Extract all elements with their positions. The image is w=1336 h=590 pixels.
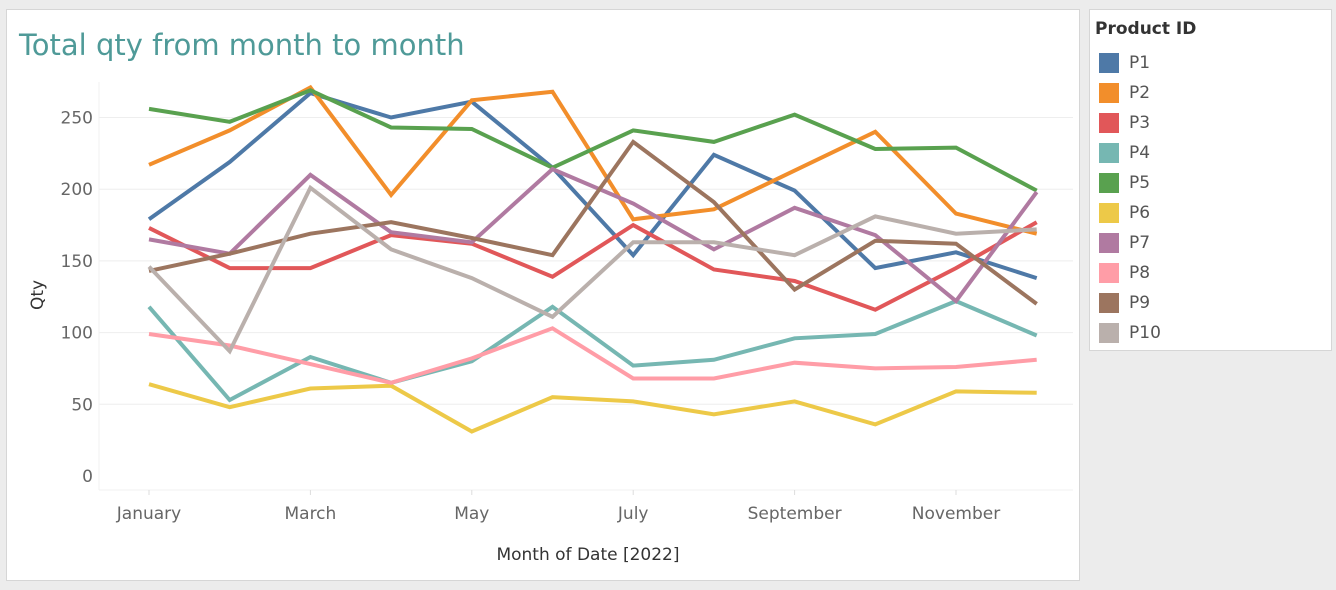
legend-label: P2 [1129, 83, 1151, 103]
y-tick-label: 200 [61, 180, 93, 200]
x-axis-title: Month of Date [2022] [496, 545, 679, 565]
y-tick-label: 150 [61, 252, 93, 272]
legend-swatch [1099, 233, 1119, 253]
series-line-p9[interactable] [148, 139, 1038, 306]
y-tick-label: 250 [61, 109, 93, 129]
legend-swatch [1099, 113, 1119, 133]
series-line-p3[interactable] [148, 220, 1038, 312]
legend-item-p6[interactable]: P6 [1099, 198, 1161, 228]
series-line-p10[interactable] [147, 184, 1037, 355]
legend-swatch [1099, 203, 1119, 223]
y-tick-label: 0 [82, 467, 93, 487]
legend-label: P6 [1129, 203, 1151, 223]
legend-title: Product ID [1095, 19, 1197, 39]
series-line-p5[interactable] [148, 88, 1038, 193]
legend-swatch [1099, 143, 1119, 163]
x-tick-label: November [912, 504, 1000, 524]
y-tick-label: 100 [61, 324, 93, 344]
legend-items: P1 P2 P3 P4 P5 P6 P7 P8 P9 P10 [1099, 48, 1161, 348]
x-tick-label: September [748, 504, 842, 524]
legend-label: P4 [1129, 143, 1151, 163]
legend-label: P10 [1129, 323, 1161, 343]
y-tick-label: 50 [71, 395, 93, 415]
legend-item-p1[interactable]: P1 [1099, 48, 1161, 78]
chart-panel: Total qty from month to month 0 50 100 150 2… [6, 9, 1080, 581]
legend-swatch [1099, 263, 1119, 283]
legend-label: P8 [1129, 263, 1151, 283]
legend-swatch [1099, 83, 1119, 103]
legend-item-p5[interactable]: P5 [1099, 168, 1161, 198]
axis-ticks: 0 50 100 150 200 250 January March May July Septem… [61, 109, 1001, 525]
legend-item-p9[interactable]: P9 [1099, 288, 1161, 318]
legend: Product ID P1 P2 P3 P4 P5 P6 P7 P8 P9 P10 [1089, 9, 1332, 351]
chart-title: Total qty from month to month [19, 28, 465, 62]
legend-label: P3 [1129, 113, 1151, 133]
legend-swatch [1099, 173, 1119, 193]
y-axis-title: Qty [28, 280, 48, 310]
legend-label: P5 [1129, 173, 1151, 193]
series-line-p8[interactable] [148, 326, 1037, 385]
x-tick-label: May [454, 504, 489, 524]
x-tick-label: January [116, 504, 181, 524]
series-line-p1[interactable] [147, 90, 1038, 281]
legend-swatch [1099, 293, 1119, 313]
legend-label: P1 [1129, 53, 1151, 73]
x-tick-label: July [617, 504, 649, 524]
series-line-p6[interactable] [148, 382, 1037, 434]
legend-item-p7[interactable]: P7 [1099, 228, 1161, 258]
legend-label: P9 [1129, 293, 1151, 313]
legend-item-p10[interactable]: P10 [1099, 318, 1161, 348]
legend-swatch [1099, 323, 1119, 343]
legend-item-p3[interactable]: P3 [1099, 108, 1161, 138]
legend-item-p4[interactable]: P4 [1099, 138, 1161, 168]
legend-item-p8[interactable]: P8 [1099, 258, 1161, 288]
series-line-p7[interactable] [148, 166, 1039, 304]
legend-label: P7 [1129, 233, 1151, 253]
series-line-p4[interactable] [147, 298, 1038, 403]
line-chart: 0 50 100 150 200 250 January March May July Septem… [28, 82, 1073, 565]
x-tick-label: March [284, 504, 336, 524]
legend-swatch [1099, 53, 1119, 73]
legend-item-p2[interactable]: P2 [1099, 78, 1161, 108]
series-lines [147, 84, 1039, 434]
